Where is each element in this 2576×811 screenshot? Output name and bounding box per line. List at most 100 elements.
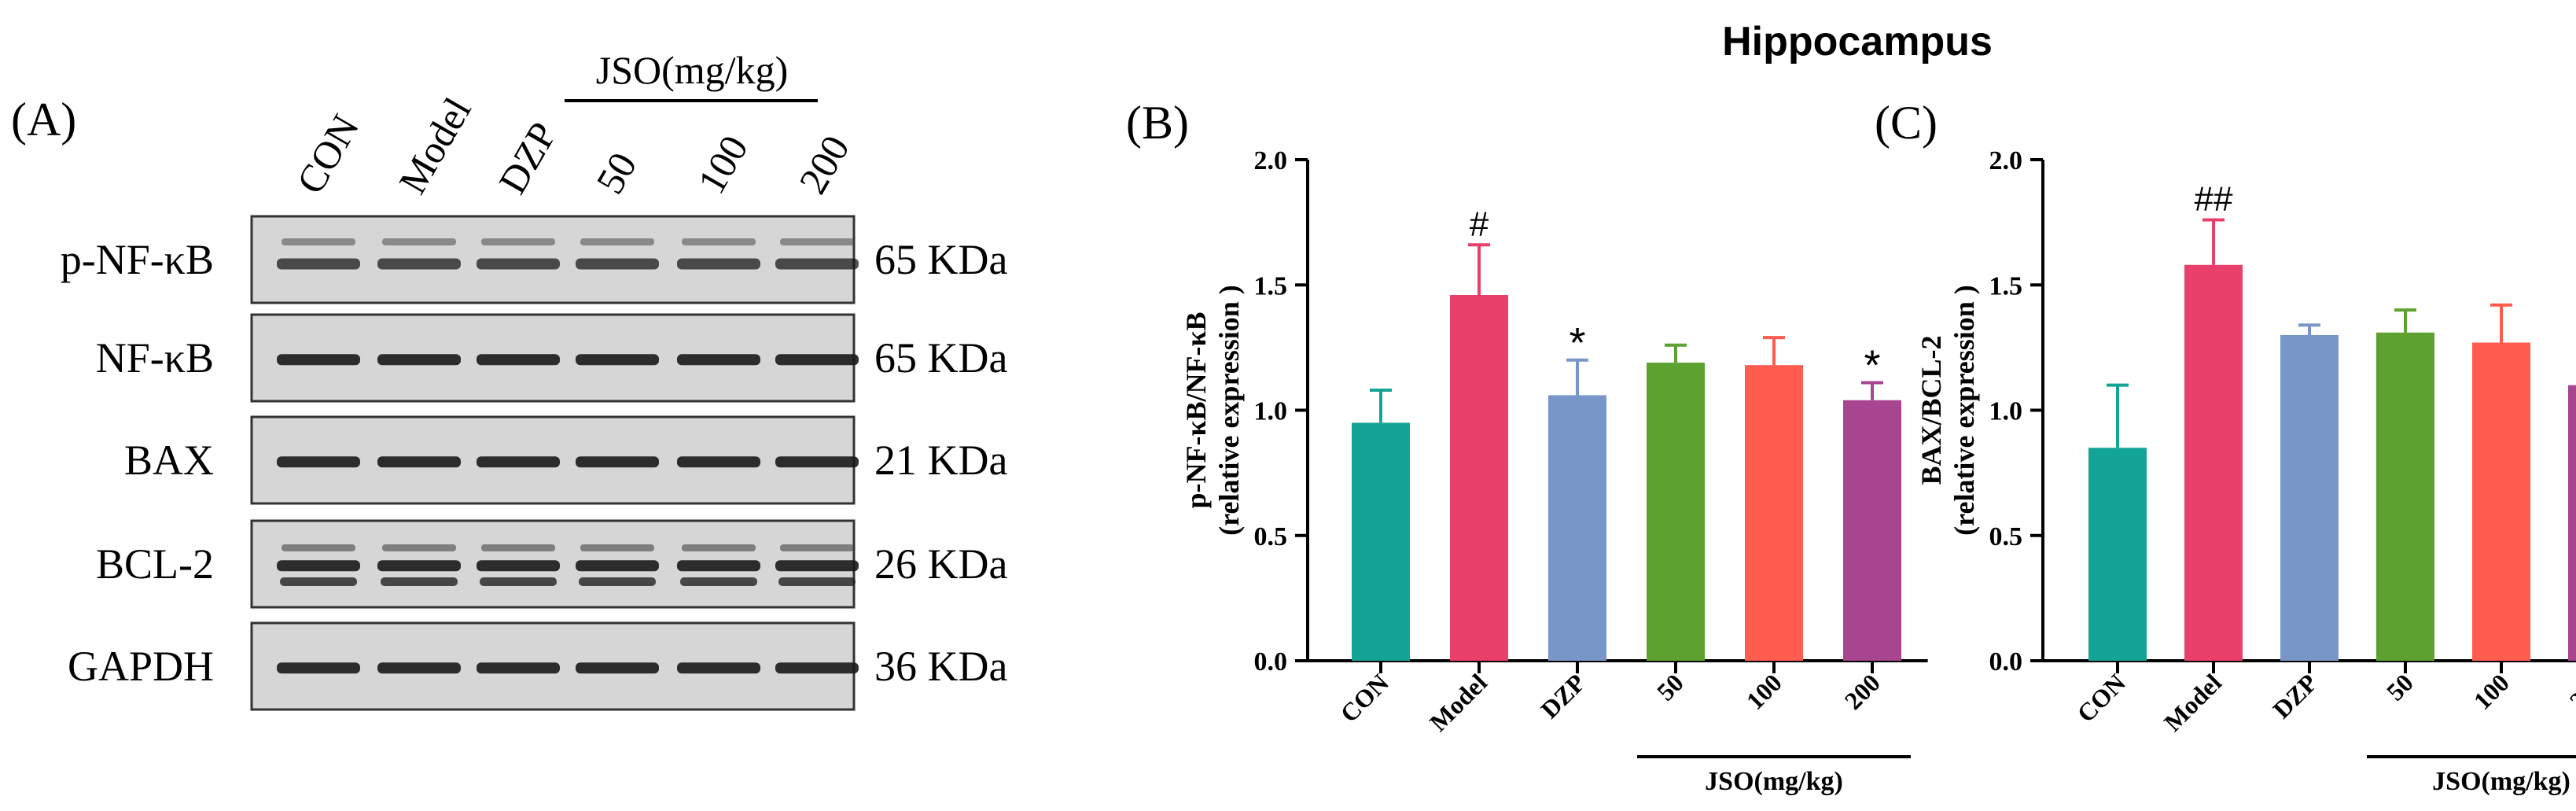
bar-chart-c: (C) 0.0 0.5 1.0 1.5 2.0 BAX/BCL-2 (relative exp… bbox=[1875, 97, 2576, 796]
western-blot-panel: (A) JSO(mg/kg) CON Model DZP 50 100 200 p-NF-… bbox=[11, 48, 1007, 711]
protein-band bbox=[682, 238, 756, 245]
y-axis-label: (relative expression ) bbox=[1213, 285, 1245, 536]
lane-label: 200 bbox=[790, 128, 858, 201]
blot-row: NF-κB 65 KDa bbox=[96, 313, 1007, 403]
protein-band bbox=[580, 544, 654, 551]
blot-row: GAPDH 36 KDa bbox=[68, 621, 1007, 711]
protein-band bbox=[576, 354, 659, 366]
x-tick-label: 100 bbox=[2468, 668, 2515, 714]
x-tick-label: CON bbox=[2071, 668, 2131, 728]
panel-a-label: (A) bbox=[11, 94, 76, 146]
significance-mark: ## bbox=[2195, 179, 2233, 218]
protein-name: NF-κB bbox=[96, 334, 214, 382]
y-tick-label: 0.0 bbox=[1254, 647, 1288, 676]
protein-band bbox=[377, 560, 461, 572]
blot-row: BCL-2 26 KDa bbox=[96, 519, 1007, 609]
protein-band bbox=[579, 577, 656, 586]
protein-band bbox=[282, 238, 355, 245]
protein-name: BAX bbox=[124, 437, 214, 484]
protein-band bbox=[775, 456, 859, 468]
bar-50 bbox=[2376, 332, 2434, 661]
y-tick-label: 2.0 bbox=[1254, 146, 1288, 175]
bar-200 bbox=[1843, 400, 1901, 661]
y-axis-label: BAX/BCL-2 bbox=[1915, 335, 1947, 485]
protein-name: p-NF-κB bbox=[61, 236, 214, 283]
lane-label: CON bbox=[288, 107, 367, 201]
protein-band bbox=[576, 560, 659, 572]
molecular-weight: 21 KDa bbox=[874, 437, 1007, 484]
x-tick-label: 200 bbox=[1839, 668, 1886, 714]
protein-name: GAPDH bbox=[68, 643, 214, 690]
lane-label: 100 bbox=[689, 128, 756, 201]
protein-band bbox=[780, 544, 854, 551]
bar-100 bbox=[2472, 342, 2530, 661]
protein-band bbox=[277, 258, 360, 270]
protein-band bbox=[477, 662, 560, 674]
y-tick-label: 0.0 bbox=[1989, 647, 2023, 676]
protein-band bbox=[277, 560, 360, 572]
protein-band bbox=[576, 258, 659, 270]
x-tick-label: 200 bbox=[2564, 668, 2576, 714]
y-tick-label: 0.5 bbox=[1989, 522, 2023, 551]
y-tick-label: 1.0 bbox=[1254, 397, 1288, 426]
bar-dzp bbox=[1548, 395, 1606, 661]
protein-band bbox=[277, 354, 360, 366]
lane-label: 50 bbox=[587, 145, 645, 201]
molecular-weight: 65 KDa bbox=[874, 334, 1007, 382]
y-tick-label: 1.5 bbox=[1989, 271, 2023, 300]
protein-band bbox=[580, 238, 654, 245]
protein-band bbox=[377, 354, 461, 366]
x-tick-label: 100 bbox=[1741, 668, 1787, 714]
x-tick-label: 50 bbox=[2381, 668, 2419, 706]
protein-band bbox=[780, 238, 854, 245]
x-group-label: JSO(mg/kg) bbox=[2432, 767, 2570, 796]
y-tick-label: 1.0 bbox=[1989, 397, 2023, 426]
bar-con bbox=[2088, 448, 2147, 661]
jso-group-label: JSO(mg/kg) bbox=[596, 48, 788, 92]
y-tick-label: 1.5 bbox=[1254, 271, 1288, 300]
protein-band bbox=[576, 456, 659, 468]
protein-band bbox=[481, 238, 555, 245]
x-tick-label: Model bbox=[2158, 668, 2227, 736]
protein-band bbox=[677, 258, 760, 270]
y-tick-label: 2.0 bbox=[1989, 146, 2023, 175]
protein-band bbox=[477, 456, 560, 468]
protein-band bbox=[277, 456, 360, 468]
protein-band bbox=[477, 354, 560, 366]
protein-band bbox=[677, 662, 760, 674]
protein-band bbox=[677, 456, 760, 468]
protein-band bbox=[377, 258, 461, 270]
x-tick-label: DZP bbox=[2267, 668, 2323, 724]
significance-mark: * bbox=[1569, 319, 1585, 367]
blot-row: BAX 21 KDa bbox=[124, 415, 1007, 505]
protein-band bbox=[382, 238, 456, 245]
protein-band bbox=[377, 456, 461, 468]
bar-con bbox=[1352, 422, 1410, 661]
protein-band bbox=[682, 544, 756, 551]
x-tick-label: CON bbox=[1334, 668, 1394, 728]
significance-mark: * bbox=[1864, 341, 1880, 389]
bar-dzp bbox=[2280, 334, 2339, 661]
protein-band bbox=[381, 577, 458, 586]
y-axis-label: (relative expression ) bbox=[1949, 285, 1980, 536]
x-tick-label: 50 bbox=[1651, 668, 1689, 706]
protein-band bbox=[481, 544, 555, 551]
protein-band bbox=[477, 560, 560, 572]
bar-50 bbox=[1647, 362, 1705, 661]
protein-name: BCL-2 bbox=[96, 540, 214, 588]
protein-band bbox=[677, 560, 760, 572]
protein-band bbox=[280, 577, 357, 586]
y-tick-label: 0.5 bbox=[1254, 522, 1288, 551]
protein-band bbox=[377, 662, 461, 674]
x-tick-label: DZP bbox=[1535, 668, 1591, 724]
protein-band bbox=[576, 662, 659, 674]
protein-band bbox=[677, 354, 760, 366]
lane-label: Model bbox=[390, 90, 480, 201]
lane-label: DZP bbox=[490, 115, 565, 201]
y-axis-label: p-NF-κB/NF-κB bbox=[1180, 312, 1212, 509]
protein-band bbox=[282, 544, 355, 551]
bar-200 bbox=[2568, 385, 2576, 661]
protein-band bbox=[680, 577, 757, 586]
protein-band bbox=[382, 544, 456, 551]
